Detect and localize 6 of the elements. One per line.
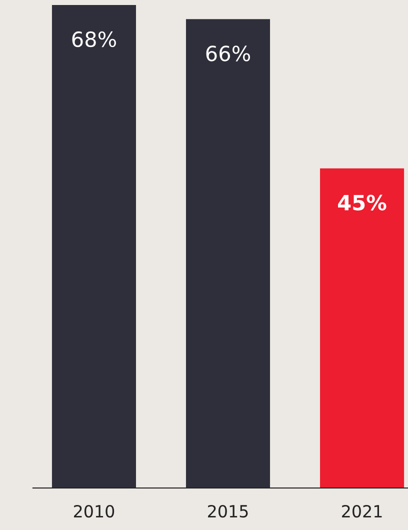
x-tick-label: 2021 (342, 504, 382, 518)
data-label: 45% (338, 194, 386, 211)
x-tick-label: 2015 (208, 504, 248, 518)
x-tick-label: 2010 (74, 504, 114, 518)
data-label: 66% (206, 46, 250, 62)
data-label: 68% (72, 31, 116, 48)
